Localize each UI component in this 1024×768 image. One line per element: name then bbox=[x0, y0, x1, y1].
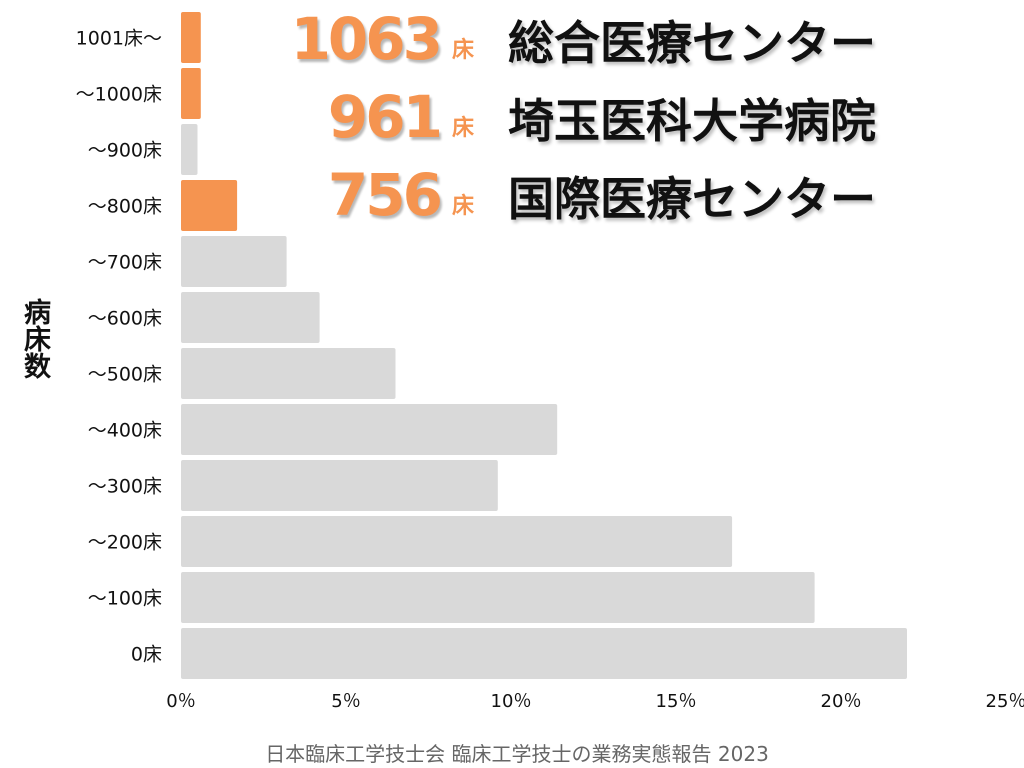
bar bbox=[181, 348, 396, 399]
callout-beds-3: 756 bbox=[327, 161, 443, 229]
source-caption: 日本臨床工学技士会 臨床工学技士の業務実態報告 2023 bbox=[265, 742, 769, 766]
x-tick-label: 0％ bbox=[166, 691, 195, 712]
bar bbox=[181, 12, 201, 63]
bar bbox=[181, 460, 498, 511]
callout-row-3: 756 床 国際医療センター bbox=[280, 148, 980, 224]
y-axis-label: 病床数 bbox=[19, 298, 50, 379]
y-tick-label: 0床 bbox=[131, 644, 162, 666]
x-tick-labels-group: 0％ 5％ 10％ 15％ 20％ 25％ bbox=[166, 691, 1024, 712]
category-labels-group: 1001床〜〜1000床〜900床〜800床〜700床〜600床〜500床〜40… bbox=[76, 28, 162, 666]
y-tick-label: 〜600床 bbox=[88, 308, 162, 330]
y-tick-label: 〜1000床 bbox=[76, 84, 162, 106]
callout-unit-2: 床 bbox=[452, 116, 475, 141]
bar bbox=[181, 404, 558, 455]
callout-unit-1: 床 bbox=[452, 38, 475, 63]
bar bbox=[181, 628, 907, 679]
bar bbox=[181, 236, 287, 287]
y-tick-label: 〜200床 bbox=[88, 532, 162, 554]
x-tick-label: 15％ bbox=[656, 691, 697, 712]
y-tick-label: 〜700床 bbox=[88, 252, 162, 274]
callout-beds-1: 1063 bbox=[290, 5, 443, 73]
bars-group bbox=[181, 12, 907, 679]
x-tick-label: 20％ bbox=[821, 691, 862, 712]
callout-hospital-name-2: 埼玉医科大学病院 bbox=[508, 94, 876, 148]
callout-row-2: 961 床 埼玉医科大学病院 bbox=[280, 70, 980, 146]
x-tick-label: 10％ bbox=[491, 691, 532, 712]
x-tick-label: 25％ bbox=[986, 691, 1024, 712]
callout-hospital-name-3: 国際医療センター bbox=[508, 172, 876, 226]
callout-beds-2: 961 bbox=[327, 83, 443, 151]
bar bbox=[181, 292, 320, 343]
bar bbox=[181, 68, 201, 119]
callout-unit-3: 床 bbox=[452, 194, 475, 219]
y-tick-label: 〜300床 bbox=[88, 476, 162, 498]
y-tick-label: 〜100床 bbox=[88, 588, 162, 610]
y-tick-label: 〜900床 bbox=[88, 140, 162, 162]
bar bbox=[181, 516, 733, 567]
bar bbox=[181, 124, 198, 175]
bar bbox=[181, 572, 815, 623]
callout-row-1: 1063 床 総合医療センター bbox=[280, 0, 980, 68]
y-tick-label: 1001床〜 bbox=[76, 28, 162, 50]
bar bbox=[181, 180, 238, 231]
x-tick-label: 5％ bbox=[331, 691, 360, 712]
y-tick-label: 〜400床 bbox=[88, 420, 162, 442]
y-tick-label: 〜500床 bbox=[88, 364, 162, 386]
y-tick-label: 〜800床 bbox=[88, 196, 162, 218]
callout-hospital-name-1: 総合医療センター bbox=[508, 16, 876, 70]
